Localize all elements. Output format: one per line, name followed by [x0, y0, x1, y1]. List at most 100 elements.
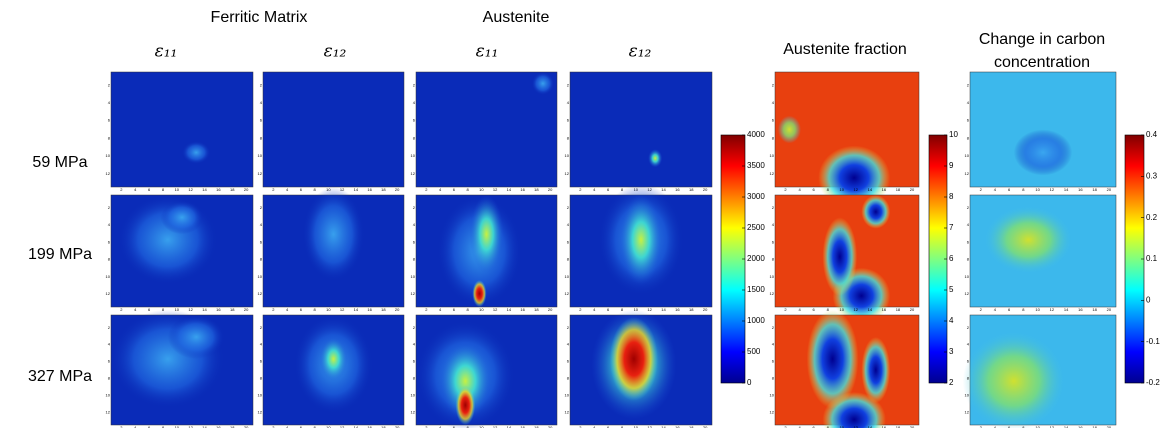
panel-y-tick: 8 — [260, 257, 263, 262]
heatmap-region — [962, 331, 1065, 431]
panel-x-tick: 6 — [1008, 307, 1011, 312]
panel-x-tick: 6 — [453, 187, 456, 192]
panel-y-tick: 4 — [413, 222, 416, 227]
colorbar-tick-label: 3 — [949, 347, 954, 356]
panel-y-tick: 2 — [413, 205, 416, 210]
panel-x-tick: 14 — [507, 307, 512, 312]
panel-y-tick: 12 — [258, 291, 263, 296]
panel-x-tick: 16 — [675, 187, 680, 192]
colorbar-tick-label: -0.2 — [1146, 378, 1160, 387]
colorbar — [720, 134, 746, 384]
panel-y-tick: 2 — [567, 82, 570, 87]
heatmap-panel — [415, 71, 558, 188]
colorbar-tick-label: 8 — [949, 192, 954, 201]
panel-x-tick: 14 — [868, 187, 873, 192]
panel-y-tick: 6 — [967, 118, 970, 123]
colorbar-tick-label: 3000 — [747, 192, 765, 201]
panel-x-tick: 18 — [534, 187, 539, 192]
panel-y-tick: 12 — [411, 291, 416, 296]
fraction-title: Austenite fraction — [783, 41, 907, 58]
panel-x-tick: 16 — [216, 187, 221, 192]
panel-x-tick: 8 — [827, 307, 830, 312]
panel-x-tick: 14 — [354, 307, 359, 312]
panel-y-tick: 8 — [772, 257, 775, 262]
panel-y-tick: 2 — [260, 325, 263, 330]
panel-x-tick: 6 — [813, 307, 816, 312]
colorbar-tick-label: 0.1 — [1146, 254, 1158, 263]
panel-y-tick: 4 — [567, 100, 570, 105]
heatmap-region — [818, 145, 891, 210]
panel-y-tick: 6 — [772, 359, 775, 364]
panel-y-tick: 12 — [258, 409, 263, 414]
group-title: Austenite — [483, 9, 550, 26]
panel-x-tick: 8 — [1022, 307, 1025, 312]
panel-x-tick: 4 — [439, 307, 442, 312]
colorbar-tick-label: 2000 — [747, 254, 765, 263]
panel-x-tick: 6 — [300, 187, 303, 192]
panel-x-tick: 2 — [579, 307, 582, 312]
panel-y-tick: 12 — [106, 171, 111, 176]
panel-x-tick: 2 — [980, 307, 983, 312]
panel-y-tick: 6 — [260, 118, 263, 123]
panel-y-tick: 10 — [565, 392, 570, 397]
colorbar-tick-label: 0.3 — [1146, 171, 1158, 180]
colorbar-tick-label: 10 — [949, 130, 958, 139]
panel-y-tick: 12 — [965, 291, 970, 296]
panel-y-tick: 12 — [258, 171, 263, 176]
panel-y-tick: 2 — [772, 82, 775, 87]
panel-x-tick: 18 — [381, 307, 386, 312]
panel-y-tick: 8 — [567, 257, 570, 262]
panel-x-tick: 16 — [1078, 187, 1083, 192]
panel-y-tick: 6 — [772, 239, 775, 244]
heatmap-region — [531, 72, 555, 95]
panel-x-tick: 16 — [520, 307, 525, 312]
panel-y-tick: 8 — [108, 376, 111, 381]
panel-y-tick: 10 — [565, 274, 570, 279]
panel-x-tick: 4 — [994, 307, 997, 312]
panel-x-tick: 2 — [784, 187, 787, 192]
panel-x-tick: 12 — [188, 307, 193, 312]
row-label: 199 MPa — [28, 246, 92, 263]
colorbar-tick-label: 4 — [949, 316, 954, 325]
panel-y-tick: 10 — [770, 153, 775, 158]
panel-y-tick: 2 — [967, 82, 970, 87]
panel-y-tick: 6 — [567, 118, 570, 123]
panel-x-tick: 4 — [798, 187, 801, 192]
panel-y-tick: 6 — [567, 359, 570, 364]
strain-label: ε₁₂ — [324, 42, 347, 62]
panel-x-tick: 6 — [453, 307, 456, 312]
panel-y-tick: 8 — [413, 135, 416, 140]
panel-x-tick: 6 — [607, 307, 610, 312]
heatmap-region — [822, 217, 858, 296]
panel-x-tick: 4 — [593, 307, 596, 312]
panel-y-tick: 8 — [108, 135, 111, 140]
panel-x-tick: 10 — [1035, 307, 1040, 312]
panel-y-tick: 2 — [567, 205, 570, 210]
panel-x-tick: 20 — [1107, 307, 1112, 312]
panel-y-tick: 8 — [260, 135, 263, 140]
panel-x-tick: 2 — [425, 307, 428, 312]
heatmap-region — [777, 115, 801, 144]
panel-y-tick: 8 — [260, 376, 263, 381]
heatmap-region — [1013, 129, 1073, 176]
heatmap-region — [609, 317, 659, 401]
panel-y-tick: 10 — [258, 274, 263, 279]
panel-x-tick: 8 — [466, 307, 469, 312]
panel-y-tick: 10 — [965, 274, 970, 279]
panel-y-tick: 12 — [565, 409, 570, 414]
panel-y-tick: 2 — [567, 325, 570, 330]
panel-x-tick: 16 — [882, 307, 887, 312]
panel-x-tick: 12 — [1050, 307, 1055, 312]
panel-y-tick: 4 — [567, 342, 570, 347]
colorbar-tick-label: 0.4 — [1146, 130, 1158, 139]
heatmap-region — [302, 187, 365, 282]
panel-y-tick: 10 — [106, 153, 111, 158]
panel-y-tick: 2 — [260, 205, 263, 210]
colorbar-tick-label: 1000 — [747, 316, 765, 325]
strain-label: ε₁₁ — [155, 42, 178, 62]
panel-y-tick: 6 — [260, 239, 263, 244]
panel-y-tick: 6 — [967, 359, 970, 364]
panel-x-tick: 18 — [1092, 307, 1097, 312]
heatmap-region — [439, 342, 491, 420]
panel-x-tick: 10 — [175, 187, 180, 192]
